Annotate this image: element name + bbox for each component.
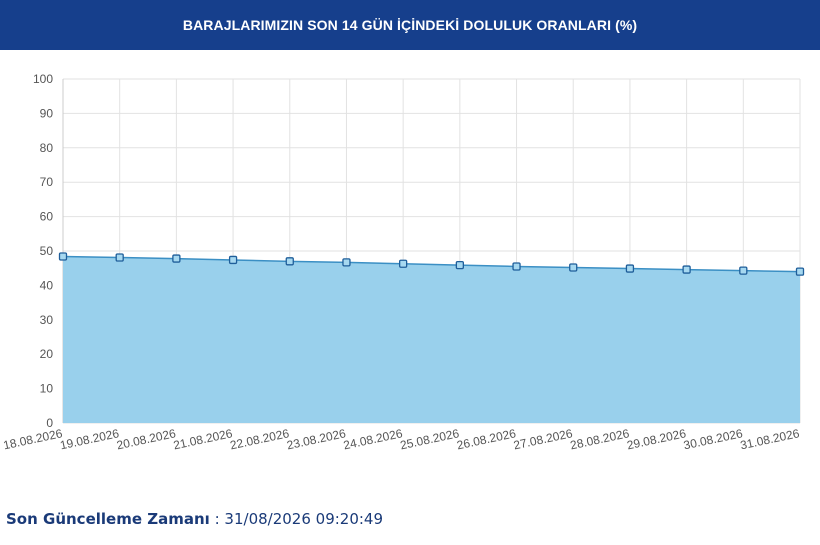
- last-update-value: 31/08/2026 09:20:49: [224, 510, 384, 528]
- x-tick-labels: 18.08.202619.08.202620.08.202621.08.2026…: [2, 426, 801, 452]
- x-tick-label: 27.08.2026: [512, 426, 574, 452]
- x-tick-label: 18.08.2026: [2, 426, 64, 452]
- chart-header: BARAJLARIMIZIN SON 14 GÜN İÇİNDEKİ DOLUL…: [0, 0, 820, 50]
- x-tick-label: 29.08.2026: [626, 426, 688, 452]
- data-point[interactable]: [682, 265, 691, 274]
- x-tick-label: 25.08.2026: [399, 426, 461, 452]
- data-point[interactable]: [399, 259, 408, 268]
- y-tick-label: 20: [40, 347, 54, 361]
- data-point[interactable]: [625, 264, 635, 273]
- y-tick-label: 80: [40, 141, 54, 155]
- data-point[interactable]: [228, 255, 238, 265]
- y-tick-label: 50: [40, 244, 54, 258]
- data-point[interactable]: [739, 266, 748, 275]
- data-point[interactable]: [58, 252, 68, 261]
- data-point[interactable]: [342, 258, 351, 267]
- x-tick-label: 28.08.2026: [569, 426, 631, 452]
- data-point[interactable]: [512, 262, 521, 271]
- data-point[interactable]: [569, 263, 578, 272]
- x-tick-label: 19.08.2026: [59, 426, 121, 452]
- chart-area: 0 10 20 30 40 50 60 70 80 90 100 18.08.2026 19.08.2…: [0, 60, 820, 480]
- fill-rate-chart: 0 10 20 30 40 50 60 70 80 90 100 18.08.202619.08.2…: [2, 72, 805, 452]
- x-tick-label: 26.08.2026: [456, 426, 518, 452]
- data-point[interactable]: [795, 267, 805, 276]
- y-tick-label: 100: [33, 72, 53, 86]
- x-tick-label: 21.08.2026: [172, 426, 234, 452]
- x-tick-label: 23.08.2026: [285, 426, 347, 452]
- x-tick-label: 30.08.2026: [682, 426, 744, 452]
- x-tick-label: 22.08.2026: [229, 426, 291, 452]
- x-tick-label: 24.08.2026: [342, 426, 404, 452]
- y-tick-label: 60: [40, 210, 54, 224]
- marker-layer: [58, 252, 805, 276]
- last-update-label: Son Güncelleme Zamanı: [6, 510, 210, 528]
- y-tick-label: 10: [40, 382, 54, 396]
- series-area: [63, 256, 800, 423]
- series-line: [62, 255, 801, 273]
- area-layer: [62, 255, 801, 423]
- data-point[interactable]: [115, 253, 124, 262]
- data-point[interactable]: [172, 254, 181, 263]
- y-tick-label: 30: [40, 313, 54, 327]
- x-tick-label: 20.08.2026: [115, 426, 177, 452]
- data-point[interactable]: [455, 260, 464, 270]
- chart-title: BARAJLARIMIZIN SON 14 GÜN İÇİNDEKİ DOLUL…: [182, 17, 638, 33]
- last-update: Son Güncelleme Zamanı : 31/08/2026 09:20…: [6, 510, 383, 528]
- y-tick-label: 90: [40, 106, 54, 120]
- x-tick-label: 31.08.2026: [739, 426, 801, 452]
- y-tick-label: 0: [46, 416, 53, 430]
- last-update-separator: :: [214, 510, 220, 528]
- y-tick-label: 40: [40, 278, 54, 292]
- y-tick-label: 70: [40, 175, 54, 189]
- data-point[interactable]: [285, 257, 294, 266]
- y-tick-labels: 0 10 20 30 40 50 60 70 80 90 100: [33, 72, 53, 430]
